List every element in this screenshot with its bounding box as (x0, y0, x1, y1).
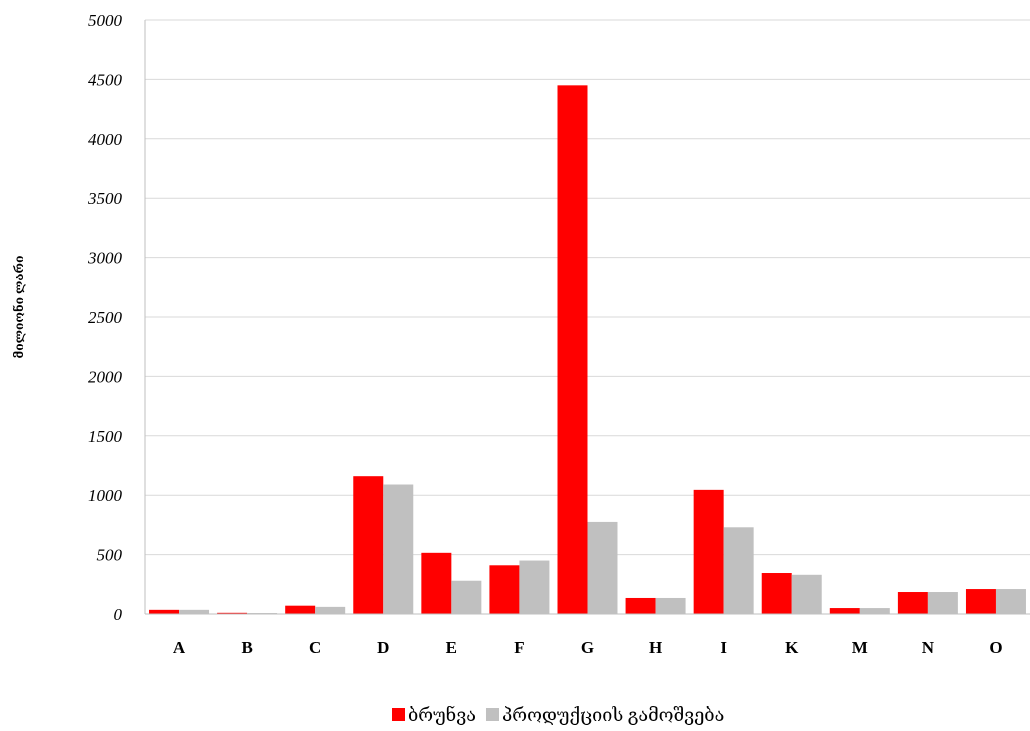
x-tick-label: E (446, 638, 457, 657)
x-tick-label: I (720, 638, 727, 657)
legend-label: პროდუქციის გამოშვება (502, 705, 724, 725)
bar-output-G (587, 521, 618, 614)
legend-swatch (392, 708, 405, 721)
y-tick-label: 3000 (87, 249, 123, 268)
bar-turnover-G (557, 85, 588, 615)
y-tick-label: 1000 (88, 486, 123, 505)
x-tick-label: K (785, 638, 799, 657)
bar-output-E (451, 580, 482, 614)
bar-output-M (859, 608, 890, 614)
bar-turnover-F (489, 565, 520, 614)
y-axis-label: მილიონი ლარი (11, 256, 26, 359)
bar-output-A (179, 609, 210, 614)
bar-turnover-A (149, 609, 180, 614)
x-tick-label: B (241, 638, 252, 657)
bar-turnover-N (897, 592, 928, 614)
legend: ბრუნვა პროდუქციის გამოშვება (392, 704, 724, 725)
x-tick-label: N (922, 638, 935, 657)
bar-turnover-E (421, 552, 452, 614)
x-tick-label: D (377, 638, 389, 657)
x-tick-label: M (852, 638, 868, 657)
x-tick-label: G (581, 638, 594, 657)
bar-turnover-H (625, 597, 656, 614)
x-tick-label: F (514, 638, 524, 657)
x-tick-label: A (173, 638, 186, 657)
bar-turnover-M (829, 608, 860, 614)
bar-turnover-C (285, 605, 316, 614)
y-tick-label: 4000 (88, 130, 123, 149)
x-tick-label: C (309, 638, 321, 657)
bar-output-D (383, 484, 414, 614)
x-tick-label: O (989, 638, 1002, 657)
legend-label: ბრუნვა (408, 704, 476, 725)
bar-turnover-B (217, 612, 248, 614)
y-tick-label: 0 (114, 605, 123, 624)
y-tick-label: 3500 (87, 189, 123, 208)
bars (149, 85, 1026, 615)
y-tick-labels: 0 500 1000 1500 2000 2500 3000 3500 4000 4500 5000 (87, 11, 123, 624)
y-tick-label: 2500 (88, 308, 123, 327)
bar-output-I (723, 527, 754, 614)
axes (144, 20, 1030, 615)
bar-turnover-O (965, 589, 996, 614)
bar-turnover-I (693, 489, 724, 614)
y-tick-label: 5000 (88, 11, 123, 30)
bar-output-F (519, 560, 550, 614)
y-tick-label: 2000 (88, 367, 123, 386)
bar-turnover-D (353, 476, 384, 614)
bar-output-H (655, 597, 686, 614)
bar-output-K (791, 574, 822, 614)
y-tick-label: 500 (97, 546, 123, 565)
legend-swatch (485, 708, 499, 721)
x-tick-label: H (649, 638, 662, 657)
y-tick-label: 4500 (88, 70, 123, 89)
bar-output-C (315, 606, 346, 614)
bar-output-N (927, 592, 958, 614)
bar-output-O (995, 589, 1026, 614)
y-tick-label: 1500 (88, 427, 123, 446)
bar-turnover-K (761, 573, 792, 614)
